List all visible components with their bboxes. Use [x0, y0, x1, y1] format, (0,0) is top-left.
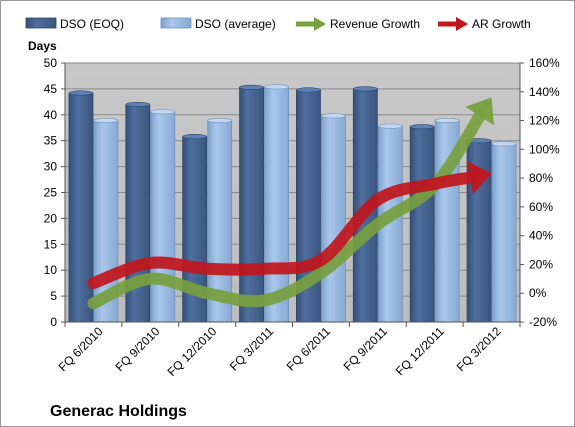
axes: [61, 62, 524, 327]
ar-growth-arrow-line: [87, 171, 476, 290]
y-left-tick-label: 45: [44, 82, 58, 96]
y-right-tick-label: 40%: [529, 229, 553, 243]
y-left-tick-label: 25: [44, 186, 58, 200]
legend-item-dso-average-: DSO (average): [160, 17, 276, 31]
bar-dso-eoq: [409, 126, 435, 323]
legend-label: DSO (EOQ): [60, 17, 124, 31]
y-right-tick-label: 80%: [529, 171, 553, 185]
y-left-axis-title: Days: [28, 39, 57, 53]
y-left-tick-label: 15: [44, 237, 58, 251]
growth-arrows: [87, 97, 494, 310]
bar-dso-eoq: [68, 92, 94, 323]
legend-item-ar-growth: AR Growth: [438, 17, 531, 31]
bars: [68, 84, 517, 323]
y-left-tick-label: 10: [44, 263, 58, 277]
chart-title: Generac Holdings: [50, 403, 187, 420]
legend-item-revenue-growth: Revenue Growth: [296, 17, 420, 31]
y-right-tick-label: 160%: [529, 56, 560, 70]
bar-top-cap: [378, 123, 403, 129]
bar-top-cap: [150, 109, 176, 115]
y-right-tick-label: 20%: [529, 257, 553, 271]
y-left-tick-label: 20: [44, 211, 58, 225]
legend-swatch: [25, 17, 57, 29]
y-left-tick-label: 5: [50, 289, 57, 303]
y-left-tick-label: 40: [44, 108, 58, 122]
bar-top-cap: [491, 141, 517, 147]
legend-swatch: [160, 17, 192, 29]
legend-item-dso-eoq-: DSO (EOQ): [25, 17, 124, 31]
bar-dso-eoq: [239, 86, 264, 323]
legend: DSO (EOQ) DSO (average) Revenue Growth AR G…: [25, 17, 531, 31]
y-right-tick-label: 140%: [529, 85, 560, 99]
bar-top-cap: [207, 117, 232, 123]
bar-top-cap: [68, 90, 94, 96]
y-left-tick-label: 35: [44, 134, 58, 148]
y-left-tick-label: 0: [50, 315, 57, 329]
ar-growth-arrow-head: [466, 160, 492, 195]
bar-dso-average: [264, 86, 289, 323]
y-right-tick-label: 120%: [529, 114, 560, 128]
bar-dso-average: [321, 115, 346, 323]
y-right-tick-label: 0%: [529, 286, 547, 300]
bar-dso-average: [150, 111, 176, 323]
bar-dso-average: [491, 143, 517, 323]
legend-label: Revenue Growth: [330, 17, 420, 31]
y-left-tick-label: 30: [44, 160, 58, 174]
bar-top-cap: [296, 87, 321, 93]
bar-top-cap: [239, 84, 264, 90]
y-right-tick-labels: -20% 0% 20% 40% 60% 80% 100% 120% 140% 160%: [529, 56, 560, 329]
y-right-tick-label: 60%: [529, 200, 553, 214]
revenue-growth-arrow-head: [465, 97, 494, 126]
bar-top-cap: [321, 113, 346, 119]
legend-label: AR Growth: [472, 17, 531, 31]
y-left-tick-labels: 0 5 10 15 20 25 30 35 40 45 50: [44, 56, 58, 329]
bar-top-cap: [93, 117, 119, 123]
bar-top-cap: [264, 84, 289, 90]
bar-top-cap: [182, 134, 207, 140]
bar-top-cap: [409, 124, 435, 130]
y-right-tick-label: -20%: [529, 315, 557, 329]
y-right-tick-label: 100%: [529, 142, 560, 156]
legend-label: DSO (average): [195, 17, 276, 31]
legend-swatch-arrowhead: [314, 17, 326, 31]
y-left-tick-label: 50: [44, 56, 58, 70]
bar-top-cap: [434, 117, 460, 123]
bar-top-cap: [125, 101, 151, 107]
legend-swatch-arrowhead: [456, 17, 468, 31]
bar-top-cap: [353, 86, 378, 92]
